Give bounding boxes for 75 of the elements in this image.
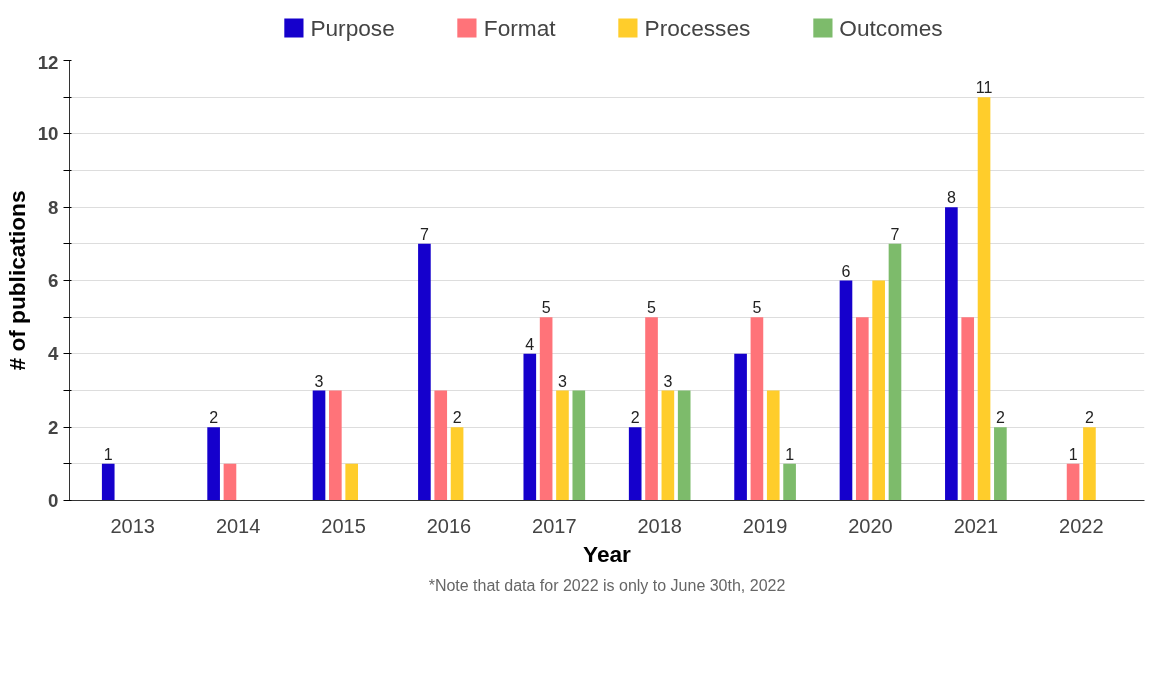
data-label: 7 — [890, 225, 900, 243]
y-tick-label: 12 — [37, 51, 59, 73]
legend-label: Purpose — [310, 14, 395, 41]
data-label: 2 — [209, 409, 219, 427]
data-label: 5 — [541, 299, 551, 317]
y-tick-label: 2 — [48, 416, 59, 438]
legend-label: Processes — [644, 14, 751, 41]
bar — [750, 317, 764, 501]
bar — [977, 97, 991, 501]
x-tick-label: 2021 — [953, 514, 999, 537]
bar — [418, 243, 431, 501]
legend-label: Outcomes — [839, 14, 943, 41]
bar — [207, 427, 220, 501]
x-axis-title: Year — [583, 540, 632, 567]
bar — [1066, 463, 1080, 501]
bar — [312, 390, 326, 501]
bar — [888, 243, 902, 501]
data-label: 5 — [752, 299, 762, 317]
bar — [677, 390, 691, 501]
data-label: 2 — [452, 409, 462, 427]
bar — [329, 390, 342, 501]
data-label: 1 — [1068, 445, 1078, 463]
bar — [661, 390, 675, 501]
data-label: 8 — [946, 189, 956, 207]
text: *Note that data for 2022 is only to June 30th, 2022 — [428, 576, 786, 594]
x-tick-label: 2022 — [1059, 514, 1104, 537]
y-tick-label: 8 — [48, 196, 59, 218]
data-label: 2 — [630, 409, 640, 427]
bar — [1083, 427, 1096, 501]
bar — [645, 317, 658, 501]
data-label: 6 — [841, 262, 851, 280]
x-tick-label: 2016 — [426, 514, 472, 537]
x-tick-label: 2018 — [637, 514, 682, 537]
data-label: 5 — [647, 299, 657, 317]
bar — [994, 427, 1007, 501]
y-tick-label: 6 — [48, 270, 59, 291]
y-tick-label: 4 — [48, 343, 60, 365]
bar — [345, 463, 359, 501]
data-label: 7 — [419, 225, 429, 243]
data-label: 2 — [995, 409, 1005, 427]
bar — [961, 317, 975, 501]
x-tick-label: 2020 — [848, 514, 893, 537]
bar — [101, 463, 115, 501]
legend-label: Format — [483, 14, 556, 41]
x-tick-label: 2015 — [321, 514, 366, 537]
bar — [945, 207, 958, 501]
y-axis-title: # of publications — [3, 190, 30, 371]
data-label: 2 — [1084, 409, 1094, 427]
bar — [539, 317, 553, 501]
bar — [839, 280, 853, 501]
bar — [628, 427, 642, 501]
bar — [450, 427, 464, 501]
y-tick-label: 0 — [48, 490, 59, 511]
data-label: 4 — [525, 335, 535, 353]
data-label: 1 — [103, 445, 113, 463]
bar — [783, 463, 796, 501]
x-tick-label: 2017 — [532, 514, 577, 537]
bar — [434, 390, 448, 501]
data-label: 11 — [975, 79, 993, 97]
bar — [523, 353, 537, 501]
data-label: 3 — [663, 372, 673, 390]
bar — [855, 317, 869, 501]
x-tick-label: 2013 — [110, 514, 155, 537]
bar — [572, 390, 586, 501]
data-label: 3 — [314, 372, 324, 390]
bar — [734, 353, 747, 501]
bar — [223, 463, 237, 501]
data-label: 3 — [558, 372, 568, 390]
x-tick-label: 2014 — [215, 514, 261, 537]
x-tick-label: 2019 — [742, 514, 788, 537]
y-tick-label: 10 — [37, 123, 59, 145]
bar — [556, 390, 569, 501]
bar — [766, 390, 780, 501]
bar — [872, 280, 885, 501]
data-label: 1 — [785, 445, 795, 463]
